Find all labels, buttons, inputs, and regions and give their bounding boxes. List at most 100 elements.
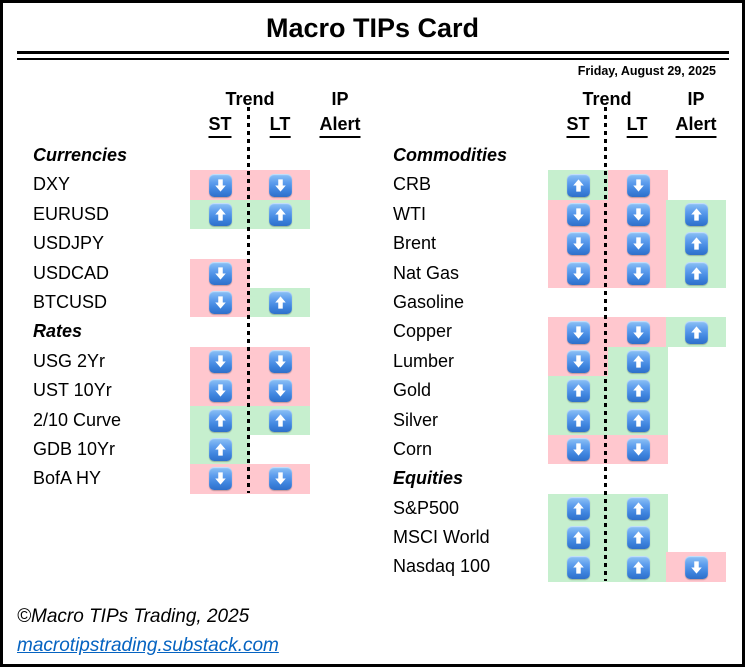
- row-label: Copper: [393, 321, 453, 342]
- lt-cell: [250, 405, 310, 435]
- st-cell: [190, 434, 250, 465]
- down-arrow-icon: [268, 349, 292, 373]
- row-label: Silver: [393, 409, 439, 430]
- lt-cell: [608, 170, 668, 200]
- table-row: Copper: [3, 317, 742, 347]
- table-row: Corn: [3, 434, 742, 465]
- up-arrow-icon: [626, 496, 650, 520]
- table-row: CRB: [3, 170, 742, 200]
- table-left: Currencies DXY EURUSD USDJPY USDCAD BTCUSD Rat…: [3, 141, 742, 494]
- table-row: UST 10Yr: [3, 376, 742, 406]
- st-cell: [548, 229, 608, 259]
- row-label: WTI: [393, 203, 426, 224]
- alert-cell: [666, 258, 726, 288]
- table-right: Commodities CRB WTI Brent Nat Gas Gasoline Cop…: [3, 141, 742, 582]
- st-cell: [548, 552, 608, 582]
- table-row: USDCAD: [3, 258, 742, 288]
- up-arrow-icon: [626, 526, 650, 550]
- down-arrow-icon: [268, 467, 292, 491]
- st-cell: [190, 405, 250, 435]
- row-label: Brent: [393, 233, 437, 254]
- section-header-row: Currencies: [3, 141, 742, 170]
- lt-cell: [608, 434, 668, 465]
- up-arrow-icon: [566, 408, 590, 432]
- alert-header-left: Alert: [319, 114, 361, 138]
- alert-header-right: Alert: [675, 114, 717, 138]
- up-arrow-icon: [566, 555, 590, 579]
- lt-cell: [250, 376, 310, 406]
- st-header-left: ST: [208, 114, 232, 138]
- section-header-row: Commodities: [3, 141, 742, 170]
- table-row: EURUSD: [3, 199, 742, 230]
- st-cell: [190, 287, 250, 318]
- section-header: Rates: [33, 321, 83, 342]
- st-cell: [190, 376, 250, 406]
- lt-cell: [250, 464, 310, 494]
- down-arrow-icon: [566, 232, 590, 256]
- table-row: Gold: [3, 376, 742, 406]
- st-cell: [190, 464, 250, 494]
- up-arrow-icon: [684, 261, 708, 285]
- lt-cell: [608, 493, 668, 524]
- down-arrow-icon: [626, 232, 650, 256]
- table-row: BofA HY: [3, 464, 742, 494]
- section-header: Currencies: [33, 145, 128, 165]
- table-row: S&P500: [3, 493, 742, 524]
- lt-cell: [608, 346, 668, 377]
- row-label: BofA HY: [33, 468, 102, 489]
- row-label: Nasdaq 100: [393, 556, 491, 577]
- up-arrow-icon: [566, 379, 590, 403]
- table-row: Nat Gas: [3, 258, 742, 288]
- table-row: Nasdaq 100: [3, 552, 742, 582]
- table-row: 2/10 Curve: [3, 405, 742, 435]
- up-arrow-icon: [566, 173, 590, 197]
- dotted-divider-left: [247, 107, 250, 493]
- trend-header-right: Trend: [582, 89, 632, 109]
- lt-cell: [608, 376, 668, 406]
- down-arrow-icon: [566, 349, 590, 373]
- up-arrow-icon: [268, 291, 292, 315]
- up-arrow-icon: [268, 202, 292, 226]
- alert-cell: [666, 552, 726, 582]
- table-row: Gasoline: [3, 288, 742, 317]
- down-arrow-icon: [208, 173, 232, 197]
- st-cell: [190, 258, 250, 288]
- down-arrow-icon: [566, 261, 590, 285]
- table-row: WTI: [3, 199, 742, 230]
- section-header: Commodities: [393, 145, 508, 165]
- up-arrow-icon: [684, 232, 708, 256]
- table-row: Brent: [3, 229, 742, 259]
- down-arrow-icon: [566, 320, 590, 344]
- down-arrow-icon: [626, 261, 650, 285]
- row-label: USDCAD: [33, 262, 110, 283]
- substack-link[interactable]: macrotipstrading.substack.com: [17, 635, 279, 656]
- lt-cell: [250, 199, 310, 230]
- lt-header-left: LT: [269, 114, 291, 138]
- lt-cell: [250, 287, 310, 318]
- down-arrow-icon: [268, 379, 292, 403]
- table-row: DXY: [3, 170, 742, 200]
- down-arrow-icon: [626, 320, 650, 344]
- st-cell: [548, 434, 608, 465]
- row-label: Gasoline: [393, 291, 465, 312]
- row-label: EURUSD: [33, 203, 110, 224]
- ip-header-left: IP: [331, 89, 349, 109]
- lt-cell: [608, 258, 668, 288]
- down-arrow-icon: [626, 173, 650, 197]
- alert-cell: [666, 317, 726, 347]
- alert-cell: [666, 229, 726, 259]
- st-cell: [548, 523, 608, 553]
- section-header-row: Rates: [3, 317, 742, 346]
- up-arrow-icon: [626, 349, 650, 373]
- up-arrow-icon: [208, 438, 232, 462]
- trend-header-left: Trend: [225, 89, 275, 109]
- table-row: USDJPY: [3, 229, 742, 258]
- row-label: UST 10Yr: [33, 380, 112, 401]
- lt-cell: [250, 170, 310, 200]
- row-label: S&P500: [393, 497, 460, 518]
- dotted-divider-right: [604, 107, 607, 581]
- st-cell: [548, 258, 608, 288]
- table-row: USG 2Yr: [3, 346, 742, 377]
- lt-cell: [250, 346, 310, 377]
